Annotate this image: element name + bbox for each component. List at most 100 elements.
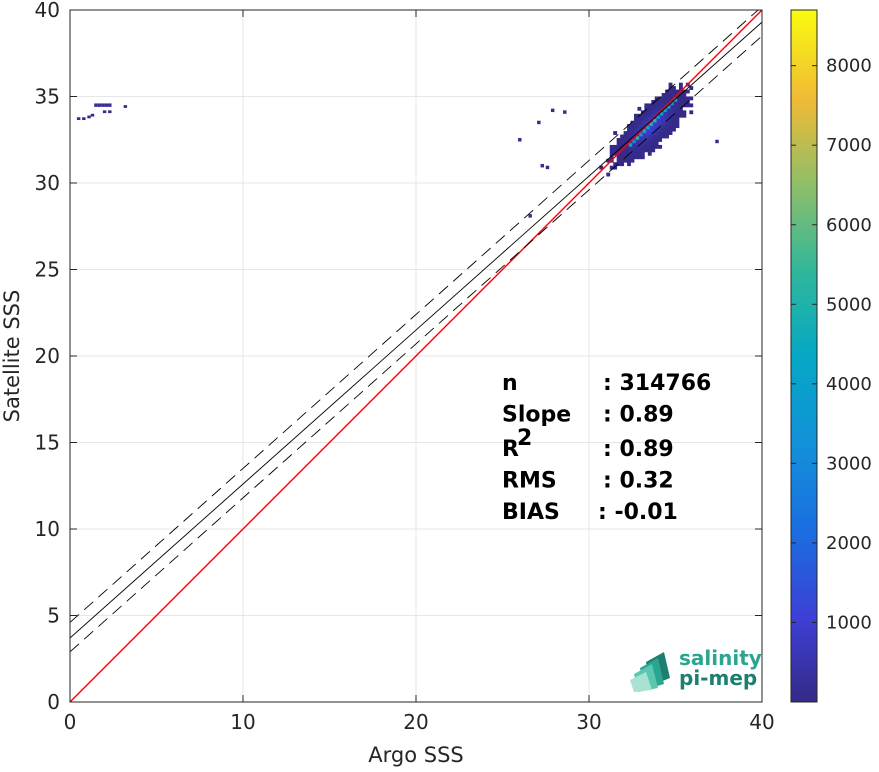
- heatmap-cell: [637, 134, 642, 139]
- heatmap-cell: [623, 134, 628, 139]
- heatmap-cell: [646, 125, 650, 130]
- heatmap-cell: [633, 113, 638, 118]
- heatmap-cell: [672, 99, 676, 104]
- heatmap-cell: [613, 151, 618, 156]
- heatmap-cell: [661, 134, 666, 139]
- heatmap-cell: [672, 113, 676, 118]
- heatmap-cell: [673, 98, 678, 102]
- heatmap-cell: [628, 143, 633, 147]
- heatmap-cell: [640, 124, 645, 129]
- heatmap-cell: [630, 141, 635, 146]
- heatmap-cell: [651, 127, 656, 132]
- heatmap-cell: [654, 99, 659, 104]
- heatmap-cell: [689, 86, 694, 90]
- heatmap-cell: [630, 155, 635, 160]
- heatmap-cell: [108, 103, 112, 107]
- heatmap-cell: [633, 144, 638, 149]
- salinity-pi-mep-logo: salinity pi-mep: [630, 646, 762, 692]
- heatmap-cell: [647, 138, 652, 142]
- heatmap-cell: [675, 113, 680, 118]
- heatmap-cell: [658, 138, 663, 142]
- heatmap-cell: [665, 134, 669, 139]
- stat-value-r: : 0.89: [603, 437, 674, 462]
- heatmap-cell: [672, 117, 676, 122]
- stat-label-bias: BIAS: [502, 500, 560, 525]
- heatmap-cell: [630, 124, 635, 129]
- colorbar-tick-label: 1000: [826, 612, 872, 633]
- colorbar-tick-label: 6000: [826, 215, 872, 236]
- heatmap-cell: [644, 131, 649, 135]
- heatmap-cell: [658, 103, 663, 108]
- heatmap-cell: [665, 117, 669, 122]
- heatmap-cell: [627, 144, 631, 149]
- heatmap-cell: [639, 132, 643, 137]
- heatmap-cell: [647, 106, 652, 111]
- heatmap-cell: [665, 96, 669, 101]
- heatmap-cell: [640, 144, 645, 149]
- colorbar-tick-label: 3000: [826, 453, 872, 474]
- heatmap-cell: [654, 110, 659, 115]
- heatmap-cell: [640, 134, 645, 139]
- heatmap-cell: [661, 110, 666, 115]
- heatmap-cell: [616, 141, 621, 146]
- heatmap-cell: [630, 120, 635, 125]
- heatmap-cell: [620, 162, 624, 167]
- heatmap-cell: [651, 110, 656, 115]
- heatmap-cell: [616, 138, 621, 142]
- heatmap-cell: [630, 127, 635, 132]
- heatmap-cell: [640, 151, 645, 156]
- heatmap-cell: [630, 158, 635, 163]
- heatmap-cell: [108, 110, 112, 114]
- heatmap-cell: [647, 103, 652, 108]
- heatmap-cell: [672, 93, 676, 97]
- reference-lines: [70, 10, 762, 702]
- heatmap-cell: [640, 131, 645, 135]
- heatmap-cell: [682, 113, 687, 118]
- heatmap-cell: [675, 117, 680, 122]
- colorbar-gradient: [790, 9, 818, 703]
- heatmap-cell: [678, 93, 683, 97]
- heatmap-cell: [637, 138, 642, 142]
- heatmap-cell: [651, 148, 656, 153]
- heatmap-cell: [627, 158, 631, 163]
- heatmap-cell: [665, 113, 669, 118]
- heatmap-cell: [678, 106, 683, 111]
- heatmap-cell: [647, 113, 652, 118]
- line-regression-rms-band: [70, 10, 759, 623]
- heatmap-cell: [613, 162, 618, 167]
- heatmap-cell: [658, 144, 663, 149]
- heatmap-cell: [644, 134, 649, 139]
- heatmap-cell: [647, 110, 652, 115]
- heatmap-cell: [609, 151, 614, 156]
- heatmap-cell: [661, 120, 666, 125]
- heatmap-cell: [627, 155, 631, 160]
- y-tick-label: 35: [35, 85, 60, 109]
- heatmap-cell: [633, 138, 638, 142]
- stat-label-r: R: [502, 437, 519, 462]
- heatmap-cell: [609, 155, 614, 160]
- heatmap-cell: [654, 96, 659, 101]
- heatmap-cell: [620, 141, 624, 146]
- heatmap-cell: [633, 124, 638, 129]
- heatmap-cell: [606, 158, 611, 163]
- heatmap-cell: [668, 127, 673, 132]
- heatmap-cell: [620, 151, 624, 156]
- heatmap-cell: [627, 127, 631, 132]
- heatmap-cell: [644, 138, 649, 142]
- heatmap-cell: [640, 141, 645, 146]
- logo-text-line2: pi-mep: [679, 666, 757, 690]
- heatmap-cell: [651, 113, 656, 118]
- heatmap-cell: [661, 103, 666, 108]
- colorbar-tick-label: 5000: [826, 294, 872, 315]
- heatmap-cell: [658, 117, 663, 122]
- heatmap-cell: [665, 124, 669, 129]
- heatmap-cell: [616, 148, 621, 153]
- heatmap-cell: [661, 93, 666, 97]
- heatmap-cell: [630, 144, 635, 149]
- heatmap-cell: [104, 103, 109, 107]
- heatmap-cell: [670, 101, 674, 106]
- heatmap-cell: [654, 138, 659, 142]
- heatmap-cell: [658, 131, 663, 135]
- heatmap-cell: [654, 117, 659, 122]
